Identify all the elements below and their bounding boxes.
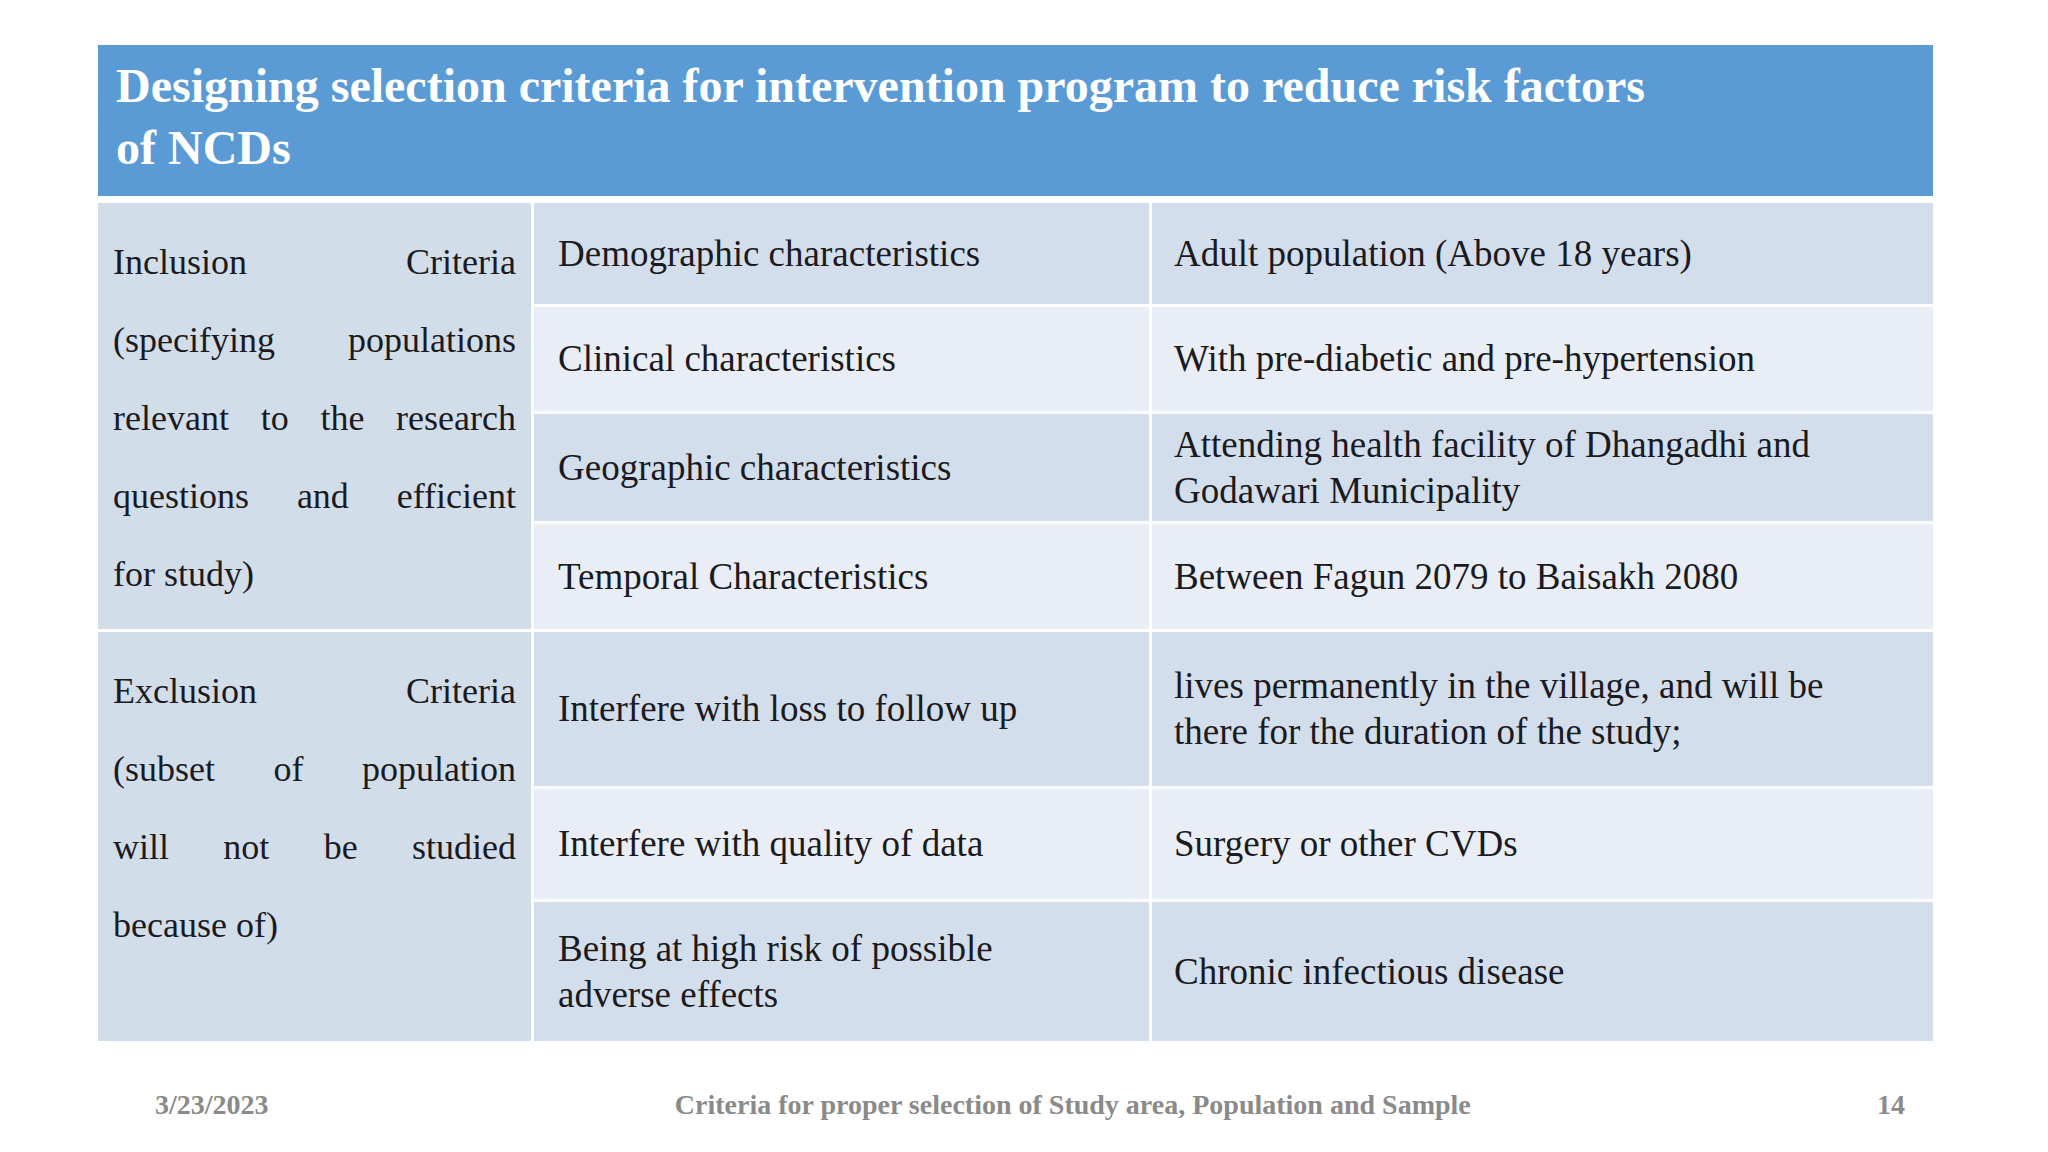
characteristic-cell: Being at high risk of possible adverse e… [534, 902, 1149, 1041]
slide-title-bar: Designing selection criteria for interve… [98, 45, 1933, 196]
criteria-value-cell: Between Fagun 2079 to Baisakh 2080 [1152, 524, 1933, 629]
characteristic-cell: Interfere with loss to follow up [534, 632, 1149, 786]
criteria-value-cell: Surgery or other CVDs [1152, 789, 1933, 899]
page-title: Designing selection criteria for interve… [116, 55, 1915, 179]
characteristic-cell: Temporal Characteristics [534, 524, 1149, 629]
presentation-slide: Designing selection criteria for interve… [0, 0, 2048, 1152]
footer-caption: Criteria for proper selection of Study a… [269, 1088, 1877, 1122]
footer-date: 3/23/2023 [155, 1088, 269, 1122]
criteria-value-cell: lives permanently in the village, and wi… [1152, 632, 1933, 786]
criteria-table: Inclusion Criteria(specifying population… [98, 203, 1933, 1041]
characteristic-cell: Demographic characteristics [534, 203, 1149, 304]
slide-footer: 3/23/2023 Criteria for proper selection … [98, 1088, 1933, 1122]
criteria-value-cell: With pre-diabetic and pre-hypertension [1152, 307, 1933, 411]
criteria-value-cell: Attending health facility of Dhangadhi a… [1152, 414, 1933, 521]
characteristic-cell: Interfere with quality of data [534, 789, 1149, 899]
criteria-value-cell: Adult population (Above 18 years) [1152, 203, 1933, 304]
characteristic-cell: Geographic characteristics [534, 414, 1149, 521]
criteria-value-cell: Chronic infectious disease [1152, 902, 1933, 1041]
characteristic-cell: Clinical characteristics [534, 307, 1149, 411]
row-group-label-exclusion: Exclusion Criteria(subset of populationw… [98, 632, 531, 1041]
page-number: 14 [1877, 1088, 1905, 1122]
row-group-label-inclusion: Inclusion Criteria(specifying population… [98, 203, 531, 629]
